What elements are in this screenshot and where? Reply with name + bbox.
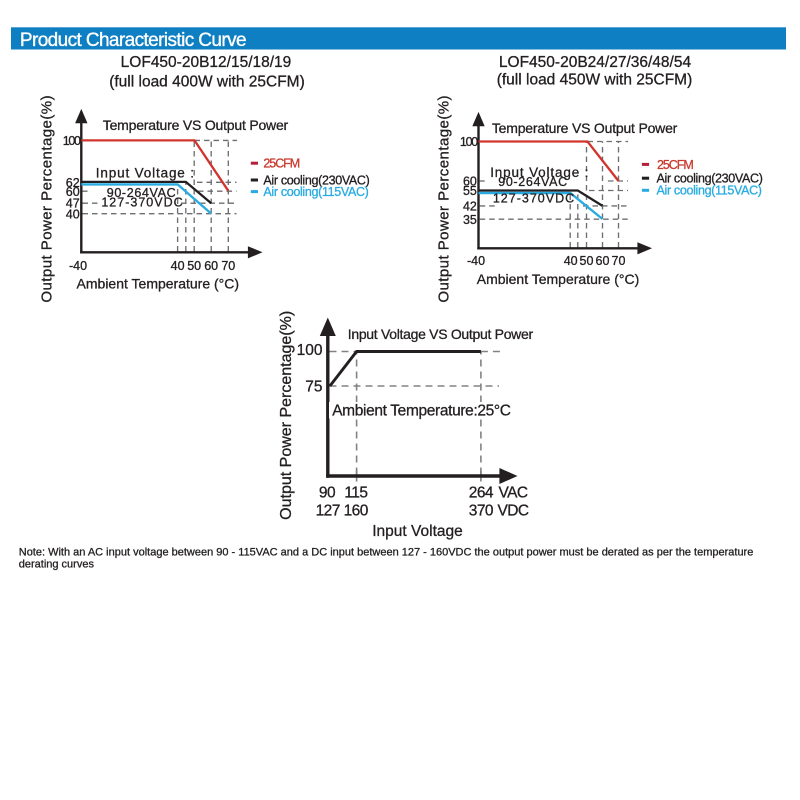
- svg-text:70: 70: [221, 259, 235, 273]
- svg-text:Product Characteristic Curve: Product Characteristic Curve: [20, 30, 246, 51]
- svg-text:Input Voltage: Input Voltage: [372, 523, 463, 540]
- svg-text:LOF450-20B24/27/36/48/54: LOF450-20B24/27/36/48/54: [499, 54, 692, 71]
- svg-text:40: 40: [66, 207, 80, 221]
- svg-text:Input Voltage VS Output Power: Input Voltage VS Output Power: [348, 326, 534, 342]
- svg-text:264: 264: [469, 485, 494, 502]
- svg-text:60: 60: [66, 185, 80, 199]
- svg-text:Note: With an AC input voltage: Note: With an AC input voltage between 9…: [19, 547, 754, 559]
- svg-text:47: 47: [66, 197, 80, 211]
- svg-text:100: 100: [63, 134, 81, 148]
- svg-text:42: 42: [463, 199, 477, 213]
- svg-text:derating curves: derating curves: [19, 558, 95, 570]
- svg-text:90-264VAC: 90-264VAC: [107, 186, 177, 200]
- svg-text:Output Power Percentage(%): Output Power Percentage(%): [278, 311, 295, 520]
- svg-text:Temperature VS Output Power: Temperature VS Output Power: [492, 120, 678, 136]
- svg-text:Ambient Temperature:25°C: Ambient Temperature:25°C: [332, 403, 511, 420]
- svg-text:Ambient Temperature (°C): Ambient Temperature (°C): [77, 276, 240, 292]
- svg-text:90-264VAC: 90-264VAC: [498, 175, 568, 189]
- svg-text:Air cooling(115VAC): Air cooling(115VAC): [657, 184, 762, 198]
- svg-text:40: 40: [171, 259, 185, 273]
- svg-text:100: 100: [297, 342, 323, 359]
- svg-text:60: 60: [463, 174, 477, 188]
- svg-text:Temperature VS Output Power: Temperature VS Output Power: [103, 117, 289, 133]
- svg-text:70: 70: [612, 254, 626, 268]
- svg-text:370: 370: [469, 502, 494, 519]
- svg-text:25CFM: 25CFM: [263, 157, 299, 171]
- svg-text:(full load 400W with 25CFM): (full load 400W with 25CFM): [109, 73, 305, 90]
- svg-text:Input Voltage :: Input Voltage :: [490, 165, 589, 180]
- svg-text:Output Power Percentage(%): Output Power Percentage(%): [39, 95, 56, 303]
- svg-text:Air cooling(230VAC): Air cooling(230VAC): [263, 173, 369, 187]
- svg-text:40: 40: [564, 254, 578, 268]
- svg-text:LOF450-20B12/15/18/19: LOF450-20B12/15/18/19: [121, 54, 292, 71]
- svg-text:127: 127: [316, 502, 340, 519]
- svg-text:115: 115: [344, 485, 367, 502]
- svg-text:Output Power Percentage(%): Output Power Percentage(%): [436, 95, 453, 303]
- svg-text:Air cooling(230VAC): Air cooling(230VAC): [657, 172, 763, 186]
- svg-text:-40: -40: [467, 254, 485, 268]
- svg-text:25CFM: 25CFM: [657, 158, 693, 172]
- svg-text:50: 50: [580, 254, 594, 268]
- svg-text:Air cooling(115VAC): Air cooling(115VAC): [263, 185, 368, 199]
- svg-text:VAC: VAC: [498, 485, 527, 502]
- svg-text:62: 62: [66, 176, 80, 190]
- svg-text:60: 60: [596, 254, 610, 268]
- svg-text:VDC: VDC: [497, 502, 528, 519]
- svg-text:90: 90: [319, 485, 336, 502]
- svg-text:55: 55: [463, 184, 477, 198]
- svg-text:75: 75: [305, 379, 322, 396]
- svg-text:127-370VDC: 127-370VDC: [493, 191, 575, 205]
- svg-text:Input Voltage :: Input Voltage :: [96, 166, 195, 181]
- svg-text:35: 35: [463, 213, 477, 227]
- svg-text:60: 60: [204, 259, 218, 273]
- svg-text:127-370VDC: 127-370VDC: [101, 196, 183, 210]
- svg-text:100: 100: [460, 135, 478, 149]
- svg-text:160: 160: [344, 502, 369, 519]
- svg-text:(full load 450W with 25CFM): (full load 450W with 25CFM): [497, 72, 693, 89]
- svg-text:-40: -40: [69, 259, 87, 273]
- svg-text:50: 50: [187, 259, 201, 273]
- svg-text:Ambient Temperature (°C): Ambient Temperature (°C): [477, 271, 640, 287]
